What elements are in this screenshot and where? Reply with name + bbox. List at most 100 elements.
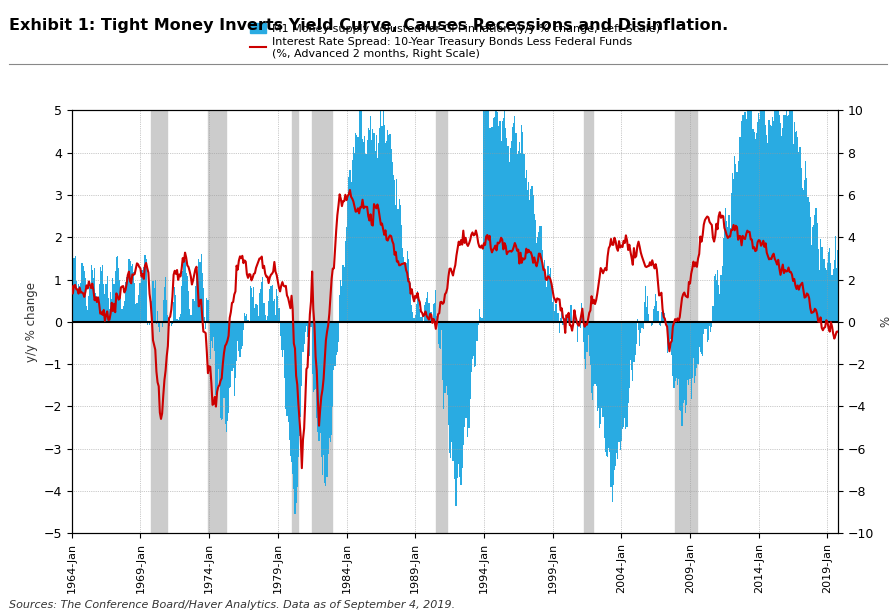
- Bar: [602, 322, 604, 417]
- Bar: [582, 311, 583, 322]
- Bar: [482, 318, 483, 322]
- Bar: [442, 322, 444, 380]
- Bar: [824, 268, 826, 322]
- Bar: [303, 322, 304, 352]
- Bar: [142, 270, 143, 322]
- Bar: [171, 322, 172, 326]
- Bar: [143, 267, 144, 322]
- Bar: [250, 286, 251, 322]
- Bar: [519, 142, 520, 322]
- Bar: [787, 116, 788, 322]
- Bar: [798, 151, 799, 322]
- Bar: [87, 310, 89, 322]
- Bar: [231, 322, 233, 371]
- Bar: [455, 322, 456, 506]
- Bar: [282, 322, 283, 357]
- Bar: [119, 280, 120, 322]
- Bar: [693, 322, 694, 358]
- Bar: [514, 116, 515, 322]
- Bar: [229, 322, 230, 388]
- Bar: [721, 265, 723, 322]
- Bar: [810, 217, 811, 322]
- Bar: [829, 248, 831, 322]
- Bar: [372, 129, 374, 322]
- Bar: [323, 322, 324, 455]
- Bar: [650, 322, 651, 326]
- Bar: [608, 322, 609, 448]
- Bar: [605, 322, 606, 452]
- Bar: [478, 309, 480, 322]
- Bar: [274, 299, 275, 322]
- Bar: [716, 280, 717, 322]
- Bar: [283, 322, 284, 351]
- Bar: [594, 322, 596, 384]
- Bar: [599, 322, 600, 428]
- Bar: [225, 322, 226, 424]
- Bar: [522, 132, 523, 322]
- Bar: [786, 110, 787, 322]
- Bar: [490, 128, 491, 322]
- Bar: [301, 322, 303, 386]
- Bar: [363, 142, 365, 322]
- Bar: [192, 314, 193, 322]
- Bar: [395, 205, 396, 322]
- Bar: [102, 265, 103, 322]
- Bar: [532, 196, 534, 322]
- Bar: [82, 266, 83, 322]
- Bar: [223, 322, 225, 398]
- Bar: [315, 322, 316, 389]
- Bar: [712, 305, 713, 322]
- Bar: [550, 268, 551, 322]
- Bar: [288, 322, 289, 422]
- Bar: [778, 110, 779, 322]
- Bar: [675, 322, 676, 381]
- Bar: [733, 180, 734, 322]
- Bar: [259, 294, 260, 322]
- Bar: [567, 318, 568, 322]
- Bar: [90, 265, 91, 322]
- Bar: [263, 303, 264, 322]
- Bar: [548, 274, 550, 322]
- Bar: [719, 294, 720, 322]
- Bar: [193, 299, 194, 322]
- Bar: [769, 120, 770, 322]
- Bar: [617, 322, 618, 459]
- Bar: [513, 123, 514, 322]
- Bar: [81, 283, 82, 322]
- Bar: [74, 256, 75, 322]
- Bar: [613, 322, 614, 485]
- Bar: [614, 322, 615, 470]
- Bar: [419, 310, 420, 322]
- Bar: [181, 286, 182, 322]
- Bar: [359, 110, 361, 322]
- Bar: [166, 300, 168, 322]
- Bar: [819, 270, 820, 322]
- Bar: [645, 286, 646, 322]
- Bar: [147, 322, 148, 325]
- Bar: [686, 322, 687, 405]
- Bar: [779, 115, 780, 322]
- Bar: [220, 322, 221, 418]
- Bar: [597, 322, 598, 411]
- Bar: [89, 295, 90, 322]
- Bar: [292, 322, 293, 474]
- Bar: [667, 322, 668, 352]
- Bar: [132, 264, 133, 322]
- Bar: [407, 251, 408, 322]
- Bar: [163, 300, 164, 322]
- Bar: [469, 322, 470, 428]
- Bar: [502, 121, 503, 322]
- Bar: [835, 236, 836, 322]
- Bar: [403, 257, 404, 322]
- Bar: [330, 322, 331, 441]
- Bar: [758, 113, 759, 322]
- Bar: [788, 115, 789, 322]
- Bar: [94, 268, 95, 322]
- Bar: [391, 149, 392, 322]
- Bar: [182, 271, 184, 322]
- Bar: [759, 120, 761, 322]
- Bar: [815, 208, 816, 322]
- Bar: [588, 322, 589, 335]
- Bar: [577, 322, 579, 342]
- Bar: [399, 199, 400, 322]
